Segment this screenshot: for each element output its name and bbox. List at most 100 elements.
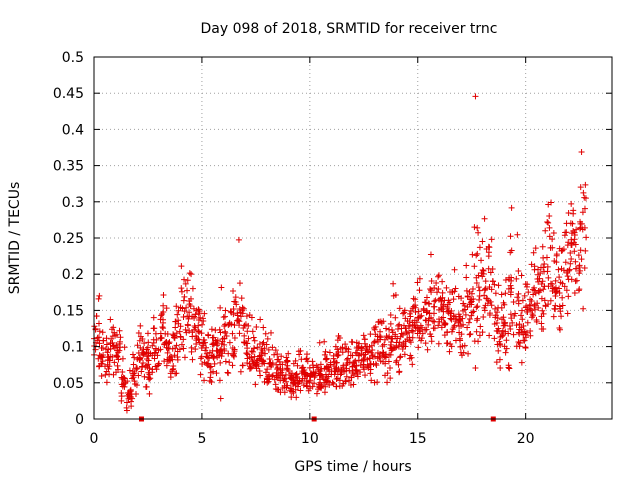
data-point <box>507 249 514 256</box>
data-point <box>515 300 522 307</box>
data-point <box>287 372 294 379</box>
data-point <box>492 305 499 312</box>
data-point <box>581 205 588 212</box>
data-point <box>128 398 135 405</box>
data-point <box>458 352 465 359</box>
data-point <box>117 338 124 345</box>
data-point <box>344 355 351 362</box>
data-point <box>367 366 374 373</box>
data-point <box>182 326 189 333</box>
data-point <box>570 207 577 214</box>
data-point <box>142 364 149 371</box>
data-point <box>375 319 382 326</box>
data-point <box>185 315 192 322</box>
data-point <box>222 307 229 314</box>
data-point <box>459 343 466 350</box>
data-point <box>123 399 130 406</box>
data-point <box>466 315 473 322</box>
data-point <box>472 93 479 100</box>
data-point <box>288 388 295 395</box>
data-point <box>582 247 589 254</box>
data-point <box>468 290 475 297</box>
data-point <box>489 278 496 285</box>
data-point <box>142 383 149 390</box>
data-point <box>177 323 184 330</box>
data-point <box>98 372 105 379</box>
data-point <box>102 371 109 378</box>
data-point <box>196 339 203 346</box>
data-point <box>383 325 390 332</box>
data-point <box>401 351 408 358</box>
data-point <box>444 340 451 347</box>
data-point <box>178 285 185 292</box>
x-tick-label: 0 <box>90 431 99 447</box>
data-point <box>519 297 526 304</box>
data-point <box>546 233 553 240</box>
data-point <box>126 367 133 374</box>
data-point <box>213 342 220 349</box>
data-point <box>475 272 482 279</box>
data-point <box>446 299 453 306</box>
data-point <box>489 265 496 272</box>
data-point <box>572 265 579 272</box>
data-point <box>314 364 321 371</box>
data-point <box>566 266 573 273</box>
data-point <box>563 229 570 236</box>
data-point <box>332 343 339 350</box>
data-point <box>469 285 476 292</box>
data-point <box>577 218 584 225</box>
data-point <box>108 335 115 342</box>
y-tick-label: 0.15 <box>53 303 84 319</box>
data-point <box>555 266 562 273</box>
data-point <box>407 339 414 346</box>
data-point <box>565 293 572 300</box>
data-point <box>281 389 288 396</box>
data-point <box>358 347 365 354</box>
data-point <box>236 280 243 287</box>
data-point <box>235 317 242 324</box>
data-point <box>216 377 223 384</box>
data-point <box>515 290 522 297</box>
data-point <box>531 284 538 291</box>
data-point <box>205 332 212 339</box>
data-point <box>481 215 488 222</box>
data-point <box>224 369 231 376</box>
x-tick-label: 20 <box>517 431 535 447</box>
data-point <box>546 213 553 220</box>
data-point <box>480 270 487 277</box>
data-point <box>393 344 400 351</box>
data-point <box>171 334 178 341</box>
data-point <box>524 308 531 315</box>
data-point <box>431 325 438 332</box>
data-point <box>313 390 320 397</box>
data-point <box>326 349 333 356</box>
data-point <box>136 356 143 363</box>
data-point <box>223 333 230 340</box>
data-point <box>260 324 267 331</box>
y-tick-label: 0.2 <box>62 267 84 283</box>
y-tick-label: 0.1 <box>62 340 84 356</box>
data-point <box>201 377 208 384</box>
data-point <box>290 390 297 397</box>
data-point <box>157 346 164 353</box>
data-point <box>123 404 130 411</box>
data-point <box>98 353 105 360</box>
data-point <box>96 328 103 335</box>
data-point <box>524 281 531 288</box>
data-point <box>290 380 297 387</box>
data-point <box>283 384 290 391</box>
data-point <box>220 314 227 321</box>
data-point <box>503 345 510 352</box>
data-point <box>549 285 556 292</box>
data-point <box>208 326 215 333</box>
data-point <box>181 276 188 283</box>
data-point <box>174 348 181 355</box>
data-point <box>363 347 370 354</box>
data-point <box>377 328 384 335</box>
data-point <box>213 370 220 377</box>
data-point <box>204 362 211 369</box>
data-point <box>172 345 179 352</box>
data-point <box>463 262 470 269</box>
data-point <box>335 365 342 372</box>
